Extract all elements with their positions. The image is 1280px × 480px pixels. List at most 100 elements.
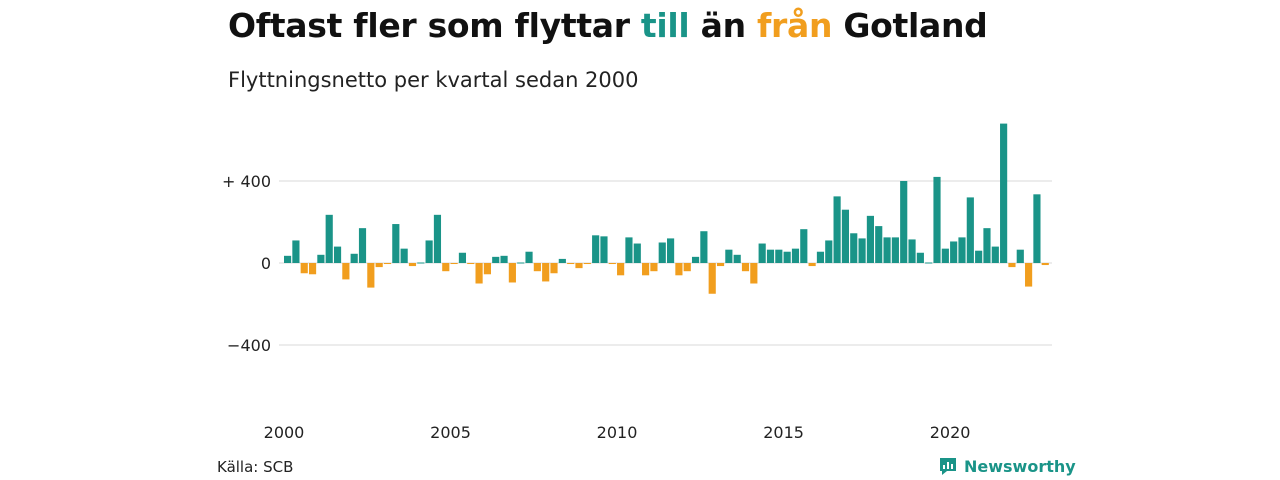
bar xyxy=(850,233,858,263)
bar xyxy=(991,246,999,263)
bar xyxy=(400,248,408,263)
y-tick-label: + 400 xyxy=(222,172,271,191)
source-label: Källa: SCB xyxy=(217,458,294,476)
bar xyxy=(941,248,949,263)
bar xyxy=(467,263,475,265)
bar xyxy=(342,263,350,280)
bar xyxy=(775,249,783,263)
bar xyxy=(908,239,916,263)
bar xyxy=(966,197,974,263)
x-tick-label: 2010 xyxy=(597,423,638,442)
bar xyxy=(841,209,850,263)
bar xyxy=(433,214,442,263)
title-fran-word: från xyxy=(756,6,833,45)
bar xyxy=(500,255,508,263)
bar xyxy=(916,252,924,263)
bar xyxy=(683,263,691,272)
bar xyxy=(1016,249,1024,263)
bar xyxy=(833,196,841,264)
bar xyxy=(950,241,958,263)
bar xyxy=(483,263,491,275)
bar xyxy=(708,263,716,294)
x-axis-ticks: 2000 2005 2010 2015 2020 xyxy=(264,423,971,442)
bar xyxy=(675,263,683,276)
bar xyxy=(625,237,633,264)
bar xyxy=(517,262,525,264)
bar xyxy=(350,253,358,263)
x-tick-label: 2020 xyxy=(930,423,971,442)
bar xyxy=(1000,123,1008,263)
bar xyxy=(475,263,483,284)
bar xyxy=(800,229,808,263)
bar xyxy=(533,263,541,272)
bar xyxy=(883,237,891,264)
y-tick-label: 0 xyxy=(261,254,271,273)
x-tick-label: 2000 xyxy=(264,423,305,442)
bar xyxy=(408,263,417,267)
bar xyxy=(741,263,750,272)
newsworthy-chart-icon xyxy=(940,458,956,475)
bar xyxy=(592,235,600,263)
bar xyxy=(492,256,500,263)
bar xyxy=(825,240,833,263)
bar xyxy=(650,263,658,272)
bar xyxy=(333,246,342,263)
bar xyxy=(900,181,908,263)
bar xyxy=(958,237,966,264)
bar xyxy=(816,251,825,263)
brand-name: Newsworthy xyxy=(964,456,1076,476)
bar xyxy=(392,224,400,263)
title-till-word: till xyxy=(640,6,690,45)
bar xyxy=(417,262,425,264)
bar xyxy=(716,263,725,267)
y-axis-ticks: + 400 0 −400 xyxy=(222,172,271,355)
bar xyxy=(766,249,775,263)
bar xyxy=(567,263,575,265)
bar xyxy=(508,263,516,283)
bar xyxy=(691,256,700,263)
bar xyxy=(450,263,458,265)
bar xyxy=(375,263,383,268)
chart-title: Oftast fler som flyttar till än från Got… xyxy=(228,6,988,45)
bar xyxy=(667,238,675,263)
bar xyxy=(367,263,375,288)
x-tick-label: 2005 xyxy=(430,423,471,442)
brand-logo[interactable]: Newsworthy xyxy=(938,456,1076,476)
bar xyxy=(858,238,866,263)
bar xyxy=(642,263,650,276)
y-tick-label: −400 xyxy=(227,336,271,355)
bar xyxy=(658,242,666,263)
bar xyxy=(866,215,874,263)
bar xyxy=(750,263,758,284)
bar xyxy=(558,258,566,263)
bar xyxy=(617,263,625,276)
bar xyxy=(808,263,816,267)
bar xyxy=(1008,263,1016,268)
bar xyxy=(733,254,741,263)
bar xyxy=(933,176,941,263)
bar xyxy=(300,263,308,274)
bar xyxy=(633,243,641,263)
bar xyxy=(325,214,333,263)
bar xyxy=(1025,263,1033,287)
bar xyxy=(317,254,325,263)
bar xyxy=(458,252,467,263)
bar xyxy=(583,263,591,265)
bar xyxy=(575,263,583,269)
chart-subtitle: Flyttningsnetto per kvartal sedan 2000 xyxy=(228,68,639,92)
bar xyxy=(442,263,450,272)
bar xyxy=(358,228,367,263)
bar xyxy=(1041,263,1049,266)
bars xyxy=(284,123,1049,294)
bar xyxy=(783,251,791,263)
bar xyxy=(550,263,558,274)
bar xyxy=(758,243,766,263)
bar xyxy=(725,249,733,263)
bar xyxy=(925,262,933,264)
bar xyxy=(292,240,300,263)
x-tick-label: 2015 xyxy=(763,423,804,442)
bar xyxy=(875,226,883,263)
bar xyxy=(983,228,991,263)
bar xyxy=(542,263,550,282)
